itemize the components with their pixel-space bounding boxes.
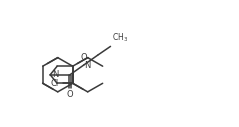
Text: CH$_3$: CH$_3$ xyxy=(113,32,129,44)
Text: O: O xyxy=(67,90,73,99)
Text: Cl: Cl xyxy=(51,79,59,88)
Text: O: O xyxy=(81,53,87,62)
Text: N: N xyxy=(52,70,59,79)
Text: N: N xyxy=(85,61,91,70)
